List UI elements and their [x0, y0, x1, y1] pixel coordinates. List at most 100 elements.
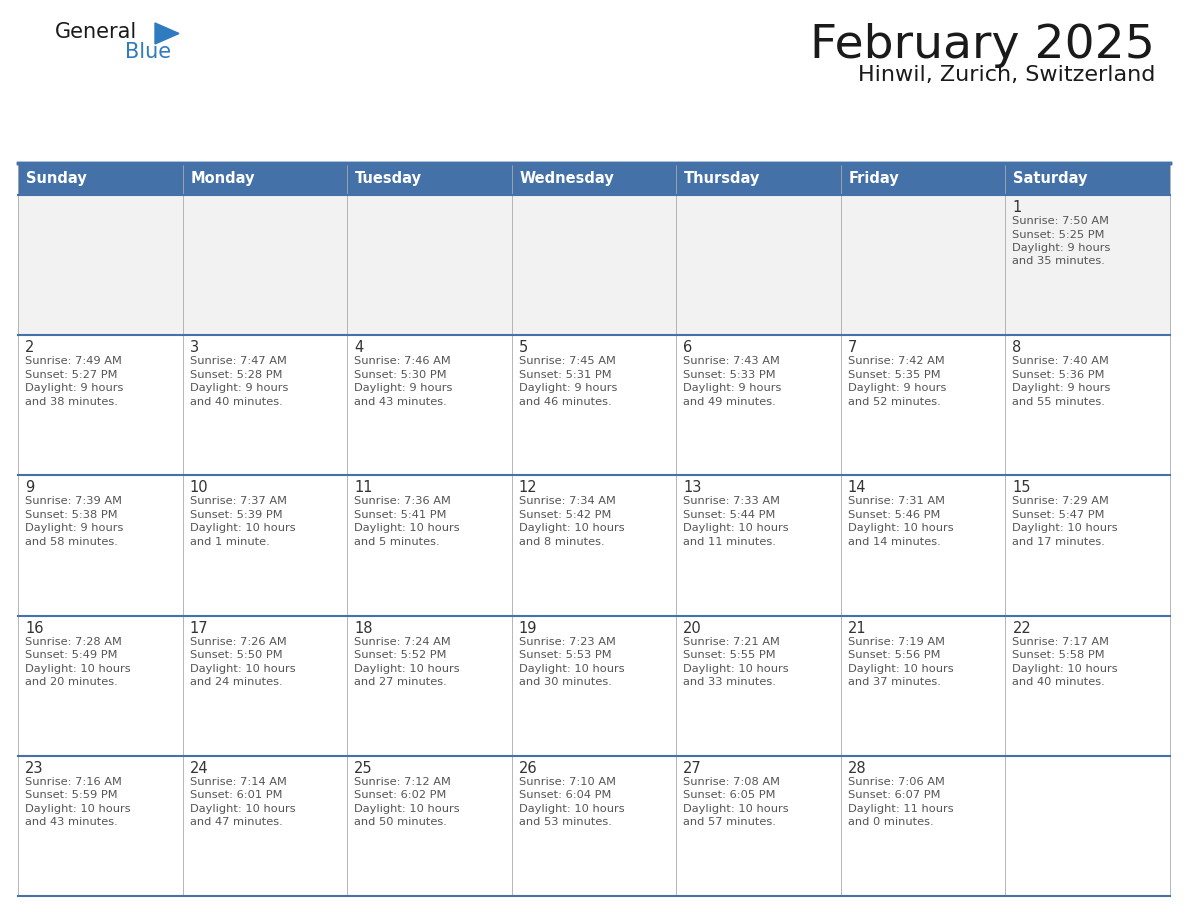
Text: Sunset: 5:49 PM: Sunset: 5:49 PM — [25, 650, 118, 660]
Text: 11: 11 — [354, 480, 373, 496]
Text: and 20 minutes.: and 20 minutes. — [25, 677, 118, 687]
Text: Sunset: 6:01 PM: Sunset: 6:01 PM — [190, 790, 282, 800]
Text: Sunrise: 7:49 AM: Sunrise: 7:49 AM — [25, 356, 122, 366]
Text: Sunrise: 7:47 AM: Sunrise: 7:47 AM — [190, 356, 286, 366]
Text: February 2025: February 2025 — [810, 23, 1155, 68]
Text: and 5 minutes.: and 5 minutes. — [354, 537, 440, 547]
Text: and 0 minutes.: and 0 minutes. — [848, 817, 934, 827]
Text: Daylight: 10 hours: Daylight: 10 hours — [190, 523, 295, 533]
Text: Sunrise: 7:24 AM: Sunrise: 7:24 AM — [354, 636, 451, 646]
Text: and 46 minutes.: and 46 minutes. — [519, 397, 612, 407]
Text: Sunset: 6:07 PM: Sunset: 6:07 PM — [848, 790, 941, 800]
Text: 7: 7 — [848, 341, 858, 355]
Text: Sunset: 5:50 PM: Sunset: 5:50 PM — [190, 650, 283, 660]
Text: 21: 21 — [848, 621, 866, 635]
Text: Sunrise: 7:16 AM: Sunrise: 7:16 AM — [25, 777, 122, 787]
Text: 25: 25 — [354, 761, 373, 776]
Text: Daylight: 10 hours: Daylight: 10 hours — [683, 804, 789, 813]
Text: and 57 minutes.: and 57 minutes. — [683, 817, 776, 827]
Text: Sunset: 5:59 PM: Sunset: 5:59 PM — [25, 790, 118, 800]
Text: Daylight: 10 hours: Daylight: 10 hours — [519, 523, 625, 533]
Text: Sunset: 5:42 PM: Sunset: 5:42 PM — [519, 509, 611, 520]
Text: and 49 minutes.: and 49 minutes. — [683, 397, 776, 407]
Text: Sunrise: 7:21 AM: Sunrise: 7:21 AM — [683, 636, 781, 646]
Text: and 27 minutes.: and 27 minutes. — [354, 677, 447, 687]
Text: Sunset: 5:30 PM: Sunset: 5:30 PM — [354, 370, 447, 380]
Text: Sunset: 5:41 PM: Sunset: 5:41 PM — [354, 509, 447, 520]
Text: Sunset: 5:25 PM: Sunset: 5:25 PM — [1012, 230, 1105, 240]
Text: Sunrise: 7:46 AM: Sunrise: 7:46 AM — [354, 356, 451, 366]
Text: Sunset: 5:28 PM: Sunset: 5:28 PM — [190, 370, 282, 380]
Text: Sunset: 6:04 PM: Sunset: 6:04 PM — [519, 790, 611, 800]
Text: Sunset: 5:44 PM: Sunset: 5:44 PM — [683, 509, 776, 520]
Text: Sunrise: 7:34 AM: Sunrise: 7:34 AM — [519, 497, 615, 507]
Text: and 17 minutes.: and 17 minutes. — [1012, 537, 1105, 547]
Text: Sunset: 6:05 PM: Sunset: 6:05 PM — [683, 790, 776, 800]
Text: Daylight: 11 hours: Daylight: 11 hours — [848, 804, 954, 813]
Text: Sunrise: 7:10 AM: Sunrise: 7:10 AM — [519, 777, 615, 787]
Text: Daylight: 10 hours: Daylight: 10 hours — [848, 664, 954, 674]
Text: and 24 minutes.: and 24 minutes. — [190, 677, 283, 687]
Text: Sunrise: 7:36 AM: Sunrise: 7:36 AM — [354, 497, 451, 507]
Text: Sunset: 5:38 PM: Sunset: 5:38 PM — [25, 509, 118, 520]
Text: Saturday: Saturday — [1013, 172, 1088, 186]
Text: Sunrise: 7:08 AM: Sunrise: 7:08 AM — [683, 777, 781, 787]
Text: Sunset: 5:52 PM: Sunset: 5:52 PM — [354, 650, 447, 660]
Text: and 14 minutes.: and 14 minutes. — [848, 537, 941, 547]
Text: Sunset: 5:31 PM: Sunset: 5:31 PM — [519, 370, 612, 380]
Text: and 11 minutes.: and 11 minutes. — [683, 537, 776, 547]
Text: Daylight: 10 hours: Daylight: 10 hours — [1012, 664, 1118, 674]
Text: Sunrise: 7:17 AM: Sunrise: 7:17 AM — [1012, 636, 1110, 646]
Text: Tuesday: Tuesday — [355, 172, 422, 186]
Bar — [18, 476, 1170, 616]
Bar — [18, 335, 1170, 476]
Text: Sunrise: 7:50 AM: Sunrise: 7:50 AM — [1012, 216, 1110, 226]
Text: Sunrise: 7:31 AM: Sunrise: 7:31 AM — [848, 497, 944, 507]
Text: Daylight: 10 hours: Daylight: 10 hours — [190, 664, 295, 674]
Text: Sunset: 5:58 PM: Sunset: 5:58 PM — [1012, 650, 1105, 660]
Bar — [18, 616, 1170, 756]
Text: Daylight: 10 hours: Daylight: 10 hours — [354, 804, 460, 813]
Text: Sunset: 6:02 PM: Sunset: 6:02 PM — [354, 790, 447, 800]
Text: Sunset: 5:55 PM: Sunset: 5:55 PM — [683, 650, 776, 660]
Text: Sunrise: 7:33 AM: Sunrise: 7:33 AM — [683, 497, 781, 507]
Text: Daylight: 10 hours: Daylight: 10 hours — [848, 523, 954, 533]
Text: and 50 minutes.: and 50 minutes. — [354, 817, 447, 827]
Text: 13: 13 — [683, 480, 702, 496]
Text: Daylight: 10 hours: Daylight: 10 hours — [683, 664, 789, 674]
Text: Daylight: 9 hours: Daylight: 9 hours — [1012, 243, 1111, 253]
Text: Daylight: 10 hours: Daylight: 10 hours — [683, 523, 789, 533]
Text: Sunrise: 7:39 AM: Sunrise: 7:39 AM — [25, 497, 122, 507]
Text: and 43 minutes.: and 43 minutes. — [354, 397, 447, 407]
Text: Sunrise: 7:28 AM: Sunrise: 7:28 AM — [25, 636, 122, 646]
Bar — [18, 756, 1170, 896]
Text: Sunset: 5:47 PM: Sunset: 5:47 PM — [1012, 509, 1105, 520]
Text: Daylight: 10 hours: Daylight: 10 hours — [190, 804, 295, 813]
Text: 12: 12 — [519, 480, 537, 496]
Text: Daylight: 10 hours: Daylight: 10 hours — [25, 664, 131, 674]
Text: 18: 18 — [354, 621, 373, 635]
Text: Sunrise: 7:19 AM: Sunrise: 7:19 AM — [848, 636, 944, 646]
Text: 10: 10 — [190, 480, 208, 496]
Text: Daylight: 9 hours: Daylight: 9 hours — [1012, 383, 1111, 393]
Text: Blue: Blue — [125, 42, 171, 62]
Text: Sunrise: 7:14 AM: Sunrise: 7:14 AM — [190, 777, 286, 787]
Text: and 33 minutes.: and 33 minutes. — [683, 677, 776, 687]
Text: Sunday: Sunday — [26, 172, 87, 186]
Text: and 30 minutes.: and 30 minutes. — [519, 677, 612, 687]
Text: Friday: Friday — [849, 172, 899, 186]
Text: Sunset: 5:56 PM: Sunset: 5:56 PM — [848, 650, 941, 660]
Text: and 52 minutes.: and 52 minutes. — [848, 397, 941, 407]
Text: 19: 19 — [519, 621, 537, 635]
Text: 6: 6 — [683, 341, 693, 355]
Text: Sunset: 5:36 PM: Sunset: 5:36 PM — [1012, 370, 1105, 380]
Text: 2: 2 — [25, 341, 34, 355]
Text: 16: 16 — [25, 621, 44, 635]
Text: Daylight: 10 hours: Daylight: 10 hours — [1012, 523, 1118, 533]
Text: Daylight: 10 hours: Daylight: 10 hours — [519, 804, 625, 813]
Text: Sunset: 5:27 PM: Sunset: 5:27 PM — [25, 370, 118, 380]
Text: 17: 17 — [190, 621, 208, 635]
Text: Sunrise: 7:26 AM: Sunrise: 7:26 AM — [190, 636, 286, 646]
Text: Sunset: 5:35 PM: Sunset: 5:35 PM — [848, 370, 941, 380]
Text: Daylight: 9 hours: Daylight: 9 hours — [25, 523, 124, 533]
